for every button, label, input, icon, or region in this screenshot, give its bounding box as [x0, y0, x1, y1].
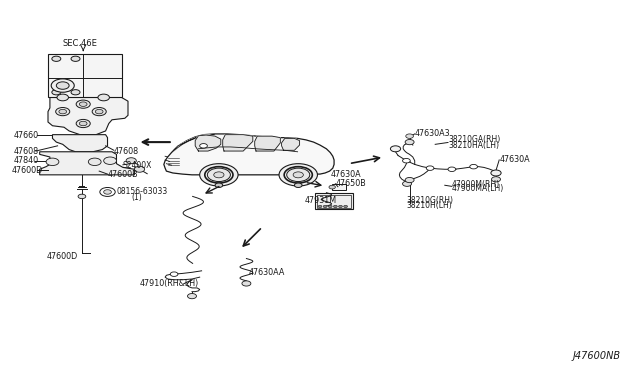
Circle shape — [470, 164, 477, 169]
Circle shape — [56, 108, 70, 116]
Text: 47900MA(LH): 47900MA(LH) — [452, 185, 504, 193]
Circle shape — [318, 205, 322, 208]
Polygon shape — [52, 135, 108, 152]
Circle shape — [328, 205, 332, 208]
Circle shape — [293, 172, 303, 178]
Text: 47840: 47840 — [14, 156, 39, 165]
Polygon shape — [164, 134, 334, 175]
Text: 47600B: 47600B — [108, 170, 138, 179]
Circle shape — [214, 172, 224, 178]
Text: 47910(RH&LH): 47910(RH&LH) — [140, 279, 199, 288]
Circle shape — [46, 158, 59, 166]
Circle shape — [76, 119, 90, 128]
Circle shape — [279, 164, 317, 186]
Circle shape — [126, 158, 136, 164]
Circle shape — [92, 108, 106, 116]
Circle shape — [491, 170, 501, 176]
Circle shape — [426, 166, 434, 170]
Circle shape — [405, 177, 414, 183]
Text: 47608: 47608 — [14, 147, 39, 155]
Polygon shape — [255, 136, 280, 151]
Text: (1): (1) — [131, 193, 142, 202]
Polygon shape — [40, 152, 134, 175]
Bar — [315, 193, 353, 209]
Text: SEC.46E: SEC.46E — [63, 39, 97, 48]
Circle shape — [57, 94, 68, 101]
Text: S2400X: S2400X — [123, 161, 152, 170]
Circle shape — [215, 183, 223, 187]
Circle shape — [104, 190, 111, 194]
Text: 47608: 47608 — [114, 147, 139, 155]
Circle shape — [52, 90, 61, 95]
Circle shape — [134, 166, 145, 172]
Bar — [317, 195, 351, 208]
Text: 47931M: 47931M — [305, 196, 337, 205]
Circle shape — [59, 109, 67, 114]
Circle shape — [200, 164, 238, 186]
Circle shape — [403, 181, 412, 186]
Text: 38210H(LH): 38210H(LH) — [406, 201, 452, 210]
Circle shape — [287, 168, 310, 182]
Bar — [48, 54, 122, 97]
Circle shape — [207, 168, 230, 182]
Text: 47660: 47660 — [14, 131, 39, 140]
Circle shape — [79, 121, 87, 126]
Text: 38210G(RH): 38210G(RH) — [406, 196, 453, 205]
Polygon shape — [172, 135, 214, 153]
Text: 38210GA(RH): 38210GA(RH) — [448, 135, 500, 144]
Circle shape — [329, 185, 335, 189]
Circle shape — [448, 167, 456, 171]
Circle shape — [100, 187, 115, 196]
Polygon shape — [223, 135, 253, 151]
Polygon shape — [282, 138, 300, 150]
Circle shape — [333, 205, 337, 208]
Circle shape — [339, 205, 342, 208]
Text: 47630AA: 47630AA — [248, 268, 285, 277]
Circle shape — [323, 205, 327, 208]
Text: 47600D: 47600D — [12, 166, 43, 174]
Text: 47600D: 47600D — [47, 252, 78, 261]
Circle shape — [390, 146, 401, 152]
Circle shape — [78, 194, 86, 199]
Text: 47650B: 47650B — [335, 179, 366, 187]
Circle shape — [79, 102, 87, 106]
Circle shape — [52, 56, 61, 61]
Circle shape — [492, 177, 500, 182]
Circle shape — [104, 157, 116, 164]
Circle shape — [405, 140, 414, 145]
Circle shape — [88, 158, 101, 166]
Bar — [332, 184, 346, 190]
Text: 47630A: 47630A — [330, 170, 361, 179]
Text: J47600NB: J47600NB — [573, 351, 621, 361]
Circle shape — [51, 79, 74, 92]
Circle shape — [406, 134, 413, 138]
Text: 47630A3: 47630A3 — [415, 129, 451, 138]
Text: 47630A: 47630A — [499, 155, 530, 164]
Circle shape — [98, 94, 109, 101]
Circle shape — [71, 90, 80, 95]
Circle shape — [71, 56, 80, 61]
Circle shape — [200, 144, 207, 148]
Text: 08156-63033: 08156-63033 — [116, 187, 168, 196]
Circle shape — [56, 82, 69, 89]
Text: 47900M(RH): 47900M(RH) — [452, 180, 500, 189]
Circle shape — [294, 183, 302, 187]
Circle shape — [76, 100, 90, 108]
Circle shape — [188, 294, 196, 299]
Circle shape — [95, 109, 103, 114]
Polygon shape — [195, 135, 221, 151]
Circle shape — [242, 281, 251, 286]
Polygon shape — [48, 97, 128, 135]
Circle shape — [170, 272, 178, 276]
Circle shape — [344, 205, 348, 208]
Circle shape — [403, 158, 410, 163]
Text: 38210HA(LH): 38210HA(LH) — [448, 141, 499, 150]
